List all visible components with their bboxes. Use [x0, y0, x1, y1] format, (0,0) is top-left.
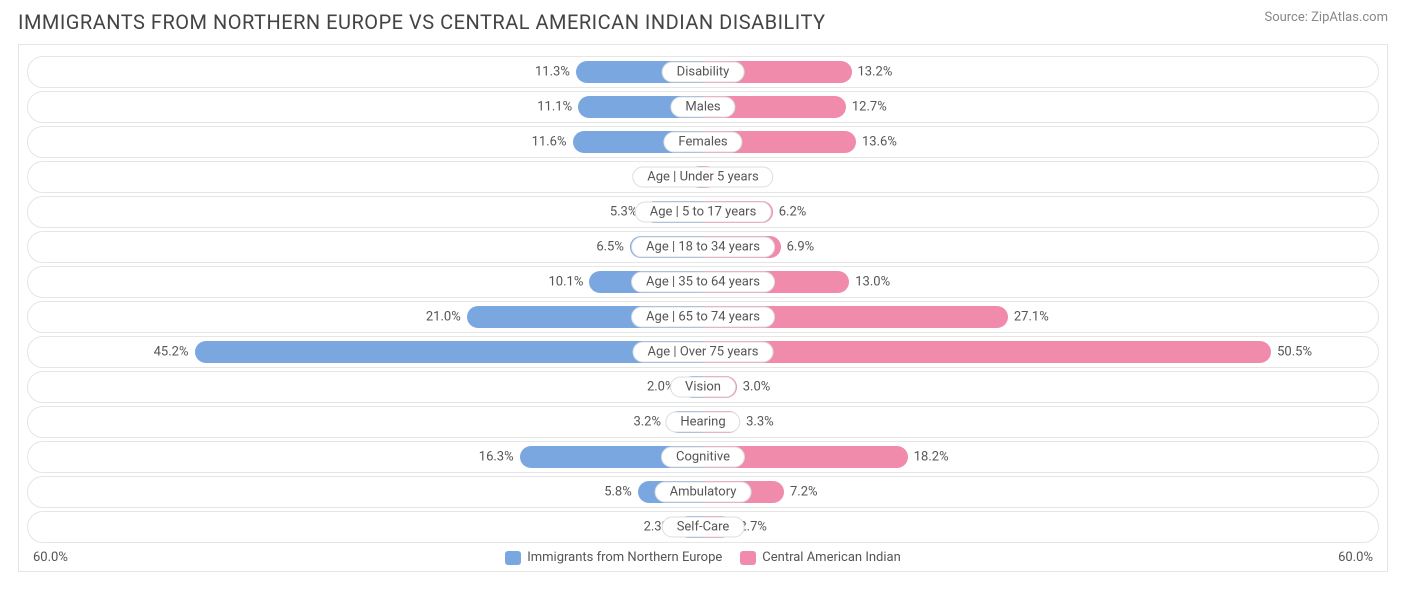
- category-label: Vision: [670, 377, 736, 398]
- category-label: Age | 35 to 64 years: [631, 272, 775, 293]
- chart-row: 2.0%3.0%Vision: [27, 371, 1379, 403]
- chart-row: 10.1% 13.0% Age | 35 to 64 years: [27, 266, 1379, 298]
- pct-label-right: 13.6%: [862, 135, 897, 150]
- pct-label-right: 27.1%: [1014, 310, 1049, 325]
- pct-label-left: 45.2%: [154, 345, 189, 360]
- chart-row: 21.0% 27.1% Age | 65 to 74 years: [27, 301, 1379, 333]
- chart-row: 1.3%1.3%Age | Under 5 years: [27, 161, 1379, 193]
- chart-row: 5.8% 7.2% Ambulatory: [27, 476, 1379, 508]
- pct-label-left: 5.3%: [610, 205, 638, 220]
- chart-row: 11.1% 12.7% Males: [27, 91, 1379, 123]
- pct-label-right: 7.2%: [790, 485, 818, 500]
- legend-item-right: Central American Indian: [740, 550, 900, 565]
- diverging-bar-chart: 11.3% 13.2% Disability 11.1% 12.7% Males 11.6%…: [18, 44, 1388, 572]
- legend-label-left: Immigrants from Northern Europe: [527, 550, 722, 565]
- pct-label-right: 12.7%: [852, 100, 887, 115]
- pct-label-left: 3.2%: [633, 415, 661, 430]
- pct-label-right: 18.2%: [914, 450, 949, 465]
- pct-label-right: 50.5%: [1277, 345, 1312, 360]
- category-label: Age | Over 75 years: [633, 342, 774, 363]
- pct-label-right: 13.2%: [858, 65, 893, 80]
- pct-label-right: 3.0%: [743, 380, 771, 395]
- pct-label-left: 6.5%: [596, 240, 624, 255]
- category-label: Self-Care: [662, 517, 745, 538]
- pct-label-right: 3.3%: [746, 415, 774, 430]
- chart-title: IMMIGRANTS FROM NORTHERN EUROPE VS CENTR…: [18, 10, 826, 34]
- category-label: Age | 18 to 34 years: [631, 237, 775, 258]
- category-label: Age | 65 to 74 years: [631, 307, 775, 328]
- legend-swatch-left: [505, 551, 521, 565]
- axis-right-max: 60.0%: [1338, 550, 1373, 565]
- axis-row: 60.0% Immigrants from Northern Europe Ce…: [19, 546, 1387, 567]
- chart-row: 45.2% 50.5% Age | Over 75 years: [27, 336, 1379, 368]
- chart-row: 3.2% 3.3% Hearing: [27, 406, 1379, 438]
- legend: Immigrants from Northern Europe Central …: [505, 550, 901, 565]
- legend-label-right: Central American Indian: [762, 550, 900, 565]
- chart-row: 5.3% 6.2% Age | 5 to 17 years: [27, 196, 1379, 228]
- bar-right: [703, 341, 1271, 363]
- pct-label-left: 11.6%: [532, 135, 567, 150]
- pct-label-left: 5.8%: [604, 485, 632, 500]
- bar-left: [195, 341, 704, 363]
- category-label: Males: [670, 97, 735, 118]
- legend-item-left: Immigrants from Northern Europe: [505, 550, 722, 565]
- category-label: Age | 5 to 17 years: [635, 202, 772, 223]
- pct-label-right: 6.2%: [779, 205, 807, 220]
- chart-row: 11.6% 13.6% Females: [27, 126, 1379, 158]
- pct-label-right: 13.0%: [855, 275, 890, 290]
- source-attribution: Source: ZipAtlas.com: [1264, 10, 1388, 25]
- pct-label-left: 16.3%: [479, 450, 514, 465]
- category-label: Ambulatory: [655, 482, 752, 503]
- legend-swatch-right: [740, 551, 756, 565]
- pct-label-left: 11.3%: [535, 65, 570, 80]
- pct-label-left: 21.0%: [426, 310, 461, 325]
- axis-left-max: 60.0%: [33, 550, 68, 565]
- chart-row: 16.3% 18.2% Cognitive: [27, 441, 1379, 473]
- category-label: Cognitive: [661, 447, 745, 468]
- category-label: Hearing: [665, 412, 740, 433]
- category-label: Disability: [662, 62, 745, 83]
- chart-row: 6.5% 6.9% Age | 18 to 34 years: [27, 231, 1379, 263]
- pct-label-left: 11.1%: [537, 100, 572, 115]
- category-label: Females: [663, 132, 742, 153]
- chart-row: 2.3%2.7%Self-Care: [27, 511, 1379, 543]
- category-label: Age | Under 5 years: [632, 167, 773, 188]
- pct-label-left: 10.1%: [549, 275, 584, 290]
- chart-row: 11.3% 13.2% Disability: [27, 56, 1379, 88]
- pct-label-right: 6.9%: [787, 240, 815, 255]
